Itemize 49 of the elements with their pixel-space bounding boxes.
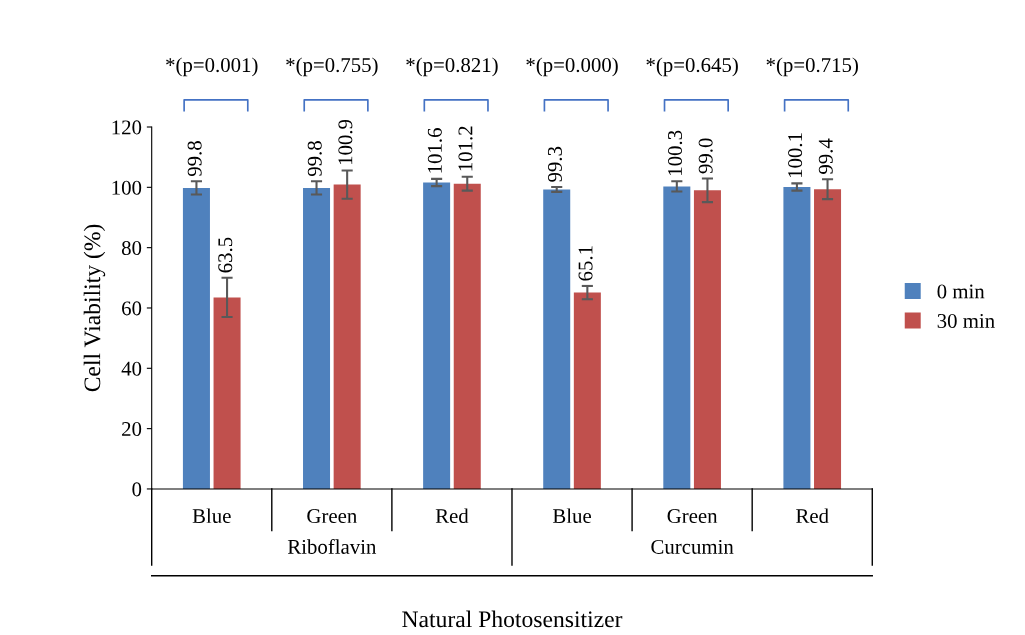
data-label: 63.5 [218,237,233,273]
y-tick-label: 0 [132,482,142,497]
legend-label: 0 min [937,284,985,299]
y-axis-title: Cell Viability (%) [83,224,106,392]
legend-label: 30 min [937,313,995,328]
x-tick-label: Red [796,508,829,524]
bar [573,292,601,489]
bar [213,297,241,489]
y-tick-label: 20 [122,422,142,437]
bar [333,184,361,489]
bar [453,183,481,489]
text: *(p=0.755) [286,57,378,77]
text: *(p=0.715) [766,57,858,77]
text: *(p=0.821) [406,57,498,77]
data-label: 99.4 [818,138,833,174]
text: *(p=0.000) [526,57,618,77]
y-tick-label: 100 [112,180,142,195]
bar [693,190,721,489]
text: Riboflavin [287,539,377,554]
y-tick-label: 60 [122,301,142,316]
data-label: 101.2 [458,126,473,171]
bar [303,187,331,489]
data-label: 101.6 [427,128,442,173]
x-tick-label: Green [667,509,718,524]
y-tick-label: 40 [121,361,142,376]
text: Curcumin [651,539,734,554]
data-label: 100.1 [788,133,803,178]
data-label: 99.0 [698,138,713,174]
bar [814,189,842,489]
text: *(p=0.001) [166,57,258,77]
x-tick-label: Green [307,509,357,524]
x-tick-label: Blue [192,508,231,524]
x-axis-title: Natural Photosensitizer [402,610,623,628]
text: *(p=0.645) [646,57,738,77]
data-label: 99.8 [187,141,202,177]
bar [423,182,451,489]
data-label: 99.8 [307,141,322,177]
y-tick-label: 120 [112,120,142,135]
x-tick-label: Blue [552,508,591,524]
data-label: 99.3 [547,146,563,182]
data-label: 100.9 [338,119,353,165]
data-label: 65.1 [578,246,593,281]
x-tick-label: Red [435,508,469,524]
bar [663,186,691,489]
data-label: 100.3 [667,130,683,175]
bar [543,189,571,489]
bar [783,187,811,489]
y-tick-label: 80 [121,241,142,256]
bar [182,187,210,489]
